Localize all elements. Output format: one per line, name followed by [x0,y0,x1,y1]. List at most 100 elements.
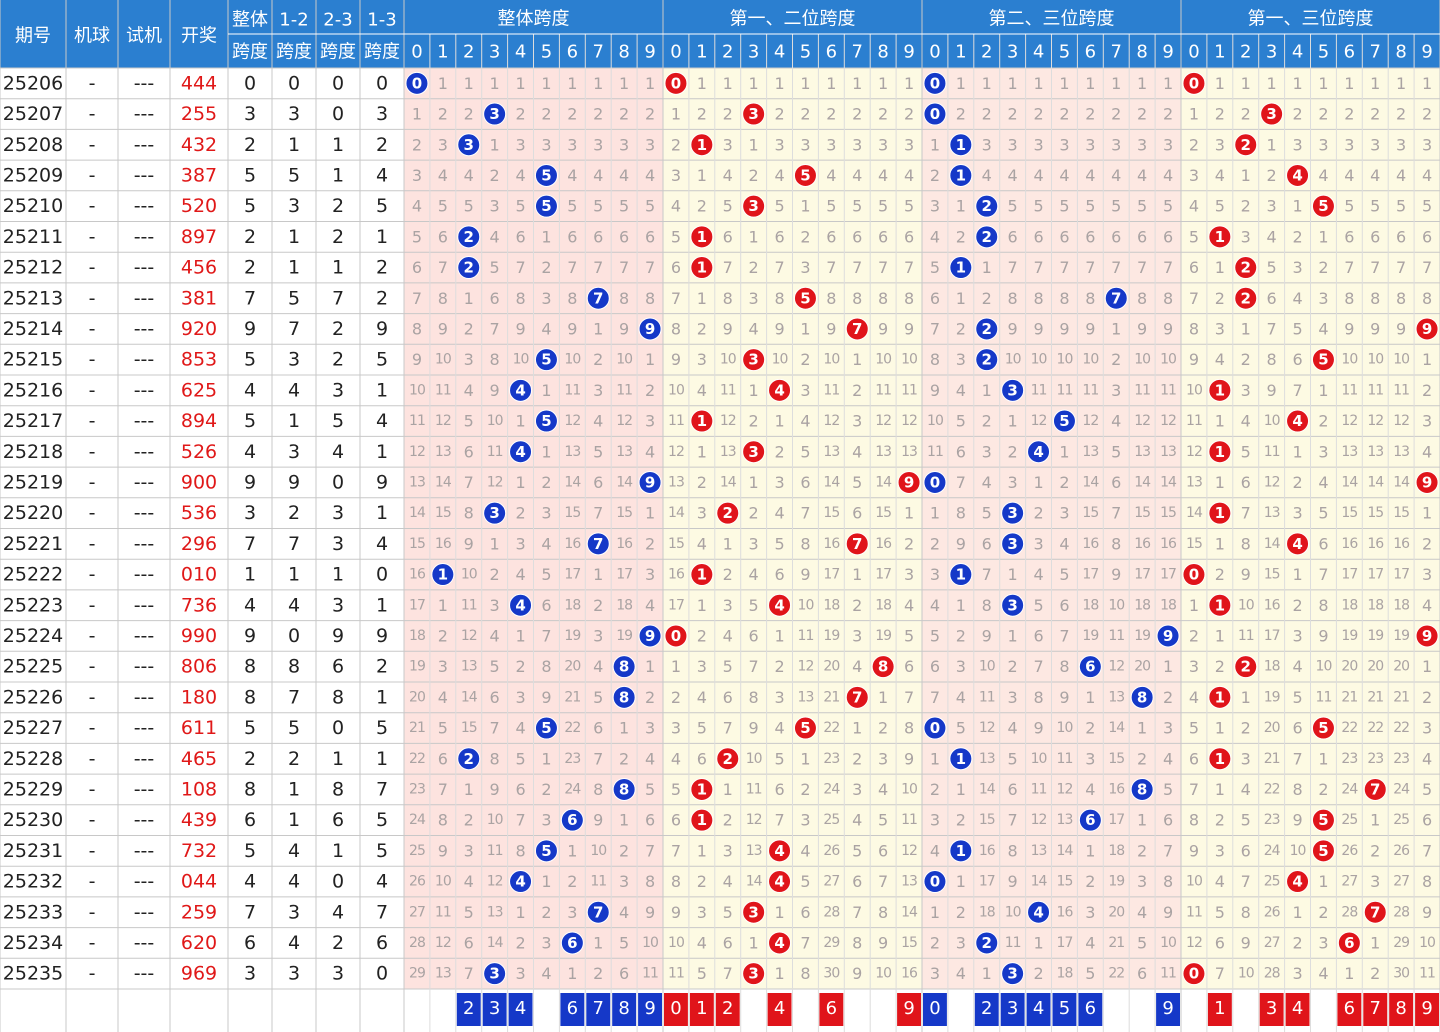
omission: 1 [490,534,500,553]
hit-digit: 2 [982,228,992,246]
omission: 4 [1318,166,1328,185]
omission: 4 [1422,596,1432,615]
omission: 1 [697,596,707,615]
hit-digit: 5 [1059,412,1069,430]
hit-digit: 5 [541,166,551,184]
omission: 2 [749,258,759,277]
omission: 5 [1422,197,1432,216]
omission: 6 [852,872,862,891]
omission: 6 [930,289,940,308]
omission: 11 [642,966,658,982]
omission: 2 [1215,811,1225,830]
cell: --- [134,471,155,493]
omission: 12 [901,413,917,429]
cell: 1 [376,226,388,248]
omission: 10 [564,352,580,368]
omission: 3 [800,381,810,400]
omission: 3 [645,412,655,431]
omission: 2 [982,289,992,308]
omission: 9 [1422,903,1432,922]
omission: 12 [979,720,995,736]
omission: 1 [1085,841,1095,860]
omission: 1 [1422,504,1432,523]
hit-ball [1311,839,1335,863]
pick-box [1078,993,1103,1026]
omission: 3 [852,412,862,431]
omission: 2 [697,872,707,891]
omission: 1 [800,319,810,338]
omission: 1 [1033,933,1043,952]
omission: 5 [464,903,474,922]
omission: 7 [593,258,603,277]
cell: 444 [181,72,217,94]
omission: 7 [515,811,525,830]
omission: 9 [567,319,577,338]
omission: 8 [1085,289,1095,308]
hit-digit: 0 [1189,566,1199,584]
omission: 5 [464,412,474,431]
omission: 2 [1008,657,1018,676]
omission: 1 [1370,933,1380,952]
hit-digit: 1 [1215,750,1225,768]
omission: 2 [593,596,603,615]
omission: 2 [1137,749,1147,768]
omission: 6 [567,227,577,246]
hit-ball [923,71,947,95]
omission: 2 [749,504,759,523]
omission: 3 [438,135,448,154]
pick-digit: 2 [981,998,992,1019]
digit-header: 9 [644,42,655,63]
omission: 2 [464,105,474,124]
omission: 10 [1393,352,1409,368]
omission: 1 [800,197,810,216]
omission: 1 [749,381,759,400]
omission: 5 [438,197,448,216]
omission: 1 [1267,135,1277,154]
hit-ball [742,962,766,986]
hit-ball [690,133,714,157]
omission: 5 [774,197,784,216]
omission: 3 [1318,442,1328,461]
cell: 6 [332,809,344,831]
omission: 17 [409,597,425,613]
omission: 5 [515,749,525,768]
omission: 9 [541,688,551,707]
cell: 259 [181,901,217,923]
omission: 23 [1341,751,1357,767]
omission: 18 [1134,597,1150,613]
omission: 2 [1344,105,1354,124]
omission: 8 [438,811,448,830]
omission: 1 [1344,964,1354,983]
omission: 3 [567,135,577,154]
hit-ball [975,225,999,249]
cell: 25228 [3,748,63,770]
hit-digit: 1 [1215,443,1225,461]
omission: 27 [409,904,425,920]
omission: 15 [1160,505,1176,521]
omission: 1 [1292,442,1302,461]
omission: 4 [619,166,629,185]
omission: 4 [1033,565,1043,584]
omission: 6 [1085,227,1095,246]
hit-digit: 7 [852,688,862,706]
omission: 13 [1134,444,1150,460]
omission: 13 [1160,444,1176,460]
omission: 5 [645,197,655,216]
omission: 10 [720,352,736,368]
omission: 6 [878,841,888,860]
omission: 12 [668,444,684,460]
omission: 8 [1189,319,1199,338]
omission: 6 [723,933,733,952]
omission: 4 [878,780,888,799]
cell: 8 [244,656,256,678]
pick-box [974,993,999,1026]
hit-digit: 4 [515,873,525,891]
omission: 7 [1267,319,1277,338]
omission: 2 [723,565,733,584]
omission: 11 [1316,689,1332,705]
hit-ball [716,747,740,771]
omission: 9 [1318,626,1328,645]
cell: 9 [376,625,388,647]
omission: 11 [616,382,632,398]
omission: 13 [901,874,917,890]
